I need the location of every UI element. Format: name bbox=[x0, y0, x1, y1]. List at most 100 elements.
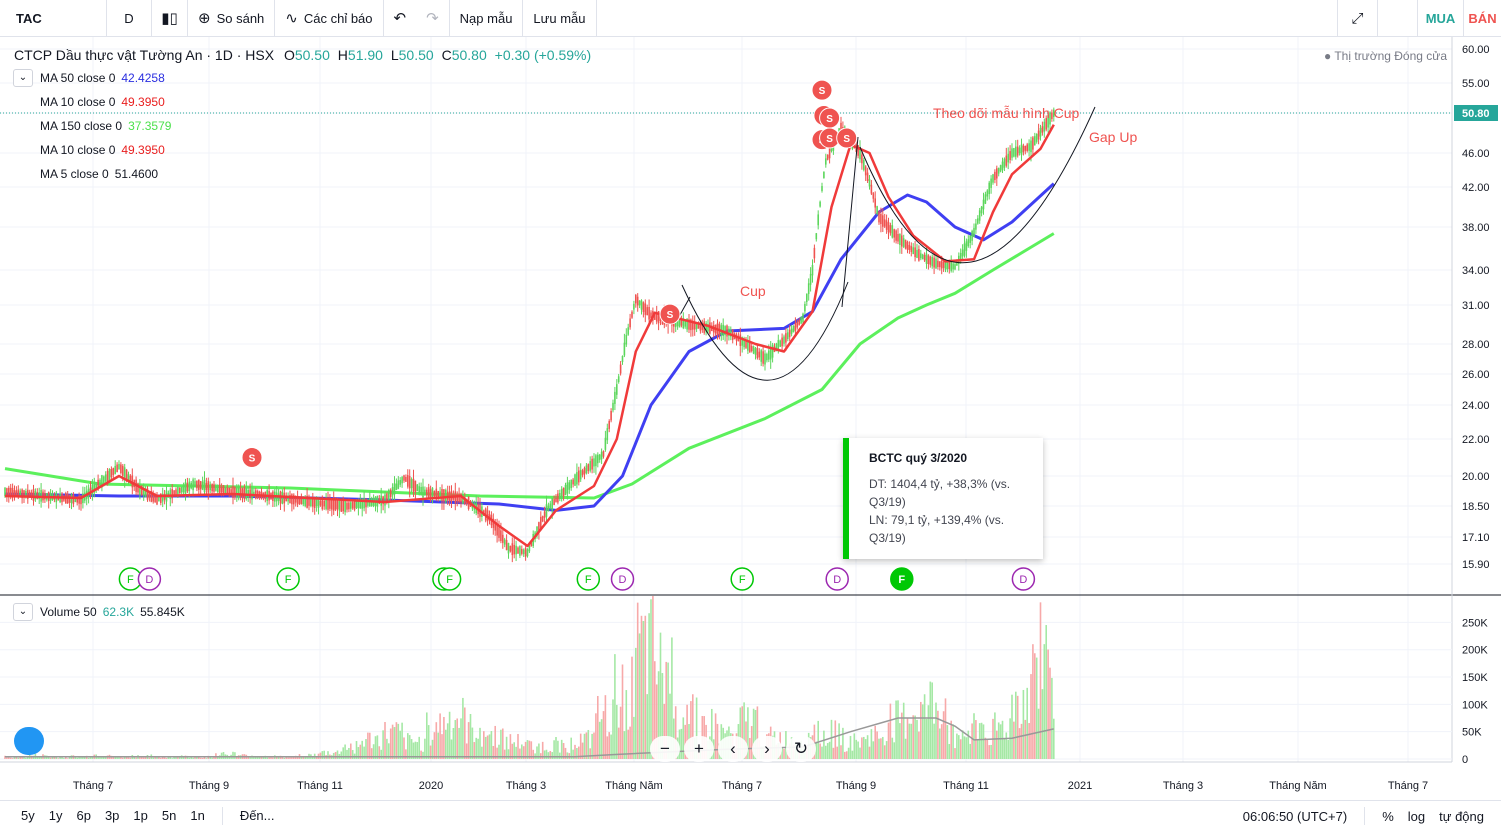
candle-body bbox=[790, 328, 793, 334]
goto-date-button[interactable]: Đến... bbox=[239, 808, 275, 823]
time-tick-label: Tháng 7 bbox=[1388, 780, 1428, 792]
indicator-legend-row[interactable]: MA 5 close 0 51.4600 bbox=[13, 164, 158, 184]
range-button[interactable]: 1y bbox=[48, 808, 63, 823]
candle-body bbox=[146, 488, 149, 500]
candle-body bbox=[560, 488, 563, 500]
volume-bar bbox=[141, 756, 143, 759]
volume-bar bbox=[450, 739, 453, 759]
indicator-legend-row[interactable]: MA 10 close 0 49.3950 bbox=[13, 140, 165, 160]
zoom-out-button[interactable]: − bbox=[650, 736, 680, 762]
sell-button[interactable]: BÁN bbox=[1463, 0, 1501, 37]
candle-body bbox=[224, 486, 227, 494]
volume-bar bbox=[112, 757, 115, 759]
candle-body bbox=[904, 239, 907, 249]
fullscreen-button[interactable]: ⤢ bbox=[1337, 0, 1377, 37]
candle-body bbox=[388, 489, 390, 502]
volume-legend: Volume 50 62.3K 55.845K bbox=[13, 602, 185, 622]
volume-tick-label: 100K bbox=[1462, 699, 1488, 711]
candle-body bbox=[999, 165, 1002, 172]
volume-bar bbox=[526, 740, 529, 759]
snapshot-button[interactable] bbox=[1377, 0, 1417, 37]
volume-bar bbox=[431, 739, 434, 759]
volume-bar bbox=[997, 722, 1000, 759]
candle-body bbox=[241, 489, 244, 497]
redo-button[interactable]: ↷ bbox=[416, 0, 450, 37]
candle-body bbox=[1039, 127, 1042, 137]
volume-bar bbox=[55, 757, 58, 759]
candle-body bbox=[101, 475, 103, 488]
volume-bar bbox=[76, 757, 78, 759]
undo-button[interactable]: ↶ bbox=[384, 0, 417, 37]
volume-bar bbox=[17, 757, 20, 759]
volume-bar bbox=[743, 702, 745, 759]
indicator-legend-row[interactable]: MA 10 close 0 49.3950 bbox=[13, 92, 165, 112]
candle-body bbox=[99, 479, 101, 487]
volume-bar bbox=[682, 717, 685, 759]
candle-body bbox=[918, 249, 920, 261]
annotation-cup-watch[interactable]: Theo dõi mẫu hình Cup bbox=[933, 105, 1080, 121]
candle-body bbox=[559, 493, 561, 499]
volume-bar bbox=[492, 745, 495, 759]
range-button[interactable]: 6p bbox=[76, 808, 91, 823]
chart-canvas[interactable]: SSSSSSSSFDFFFFDFDFD 60.0055.0050.8046.00… bbox=[0, 37, 1501, 800]
percent-scale-button[interactable]: % bbox=[1382, 808, 1394, 824]
candle-body bbox=[785, 333, 787, 343]
candle-body bbox=[1049, 112, 1051, 125]
load-template-button[interactable]: Nạp mẫu bbox=[450, 0, 524, 37]
range-button[interactable]: 3p bbox=[104, 808, 120, 823]
log-scale-button[interactable]: log bbox=[1407, 808, 1426, 824]
candle-body bbox=[23, 490, 25, 498]
symbol-title: CTCP Dầu thực vật Tường An · 1D · HSX bbox=[14, 47, 275, 63]
candle-body bbox=[346, 502, 348, 510]
volume-bar bbox=[579, 733, 582, 759]
buy-button[interactable]: MUA bbox=[1417, 0, 1463, 37]
volume-tick-label: 250K bbox=[1462, 617, 1488, 629]
volume-bar bbox=[199, 757, 202, 759]
annotation-gap-up[interactable]: Gap Up bbox=[1089, 129, 1138, 145]
candle-body bbox=[956, 261, 958, 266]
volume-bar bbox=[1015, 691, 1017, 759]
collapse-volume-button[interactable]: ⌄ bbox=[13, 603, 33, 621]
auto-scale-button[interactable]: tự động bbox=[1439, 808, 1484, 824]
scroll-left-button[interactable]: ‹ bbox=[718, 736, 748, 762]
volume-bar bbox=[923, 694, 926, 759]
compare-button[interactable]: ⊕ So sánh bbox=[188, 0, 276, 37]
bottom-toolbar: 5y 1y 6p 3p 1p 5n 1n Đến... 06:06:50 (UTC+7) %… bbox=[0, 800, 1501, 830]
chart-style-button[interactable]: ▮▯ bbox=[152, 0, 188, 37]
indicator-legend-row[interactable]: MA 50 close 0 42.4258 bbox=[13, 68, 165, 88]
annotation-cup[interactable]: Cup bbox=[740, 283, 766, 299]
volume-bar bbox=[568, 753, 571, 759]
range-button[interactable]: 5n bbox=[161, 808, 177, 823]
candle-body bbox=[298, 497, 301, 504]
range-button[interactable]: 1n bbox=[190, 808, 205, 823]
candle-body bbox=[806, 294, 808, 302]
candle-body bbox=[541, 516, 544, 522]
save-template-button[interactable]: Lưu mẫu bbox=[523, 0, 597, 37]
interval-button[interactable]: D bbox=[107, 0, 152, 37]
candle-body bbox=[745, 340, 747, 348]
collapse-legend-button[interactable]: ⌄ bbox=[13, 69, 33, 87]
indicator-legend-row[interactable]: MA 150 close 0 37.3579 bbox=[13, 116, 171, 136]
scroll-right-button[interactable]: › bbox=[752, 736, 782, 762]
volume-bar bbox=[165, 758, 168, 759]
volume-bar bbox=[538, 743, 540, 759]
candle-body bbox=[549, 503, 552, 509]
range-button[interactable]: 1p bbox=[133, 808, 148, 823]
volume-bar bbox=[182, 757, 185, 759]
volume-bar bbox=[395, 722, 398, 759]
candle-body bbox=[351, 502, 354, 509]
candle-body bbox=[30, 492, 33, 498]
indicators-button[interactable]: ∿ Các chỉ báo bbox=[275, 0, 384, 37]
zoom-in-button[interactable]: + bbox=[684, 736, 714, 762]
symbol-search[interactable]: TAC bbox=[0, 0, 107, 37]
volume-bar bbox=[939, 728, 941, 759]
volume-bar bbox=[838, 723, 840, 759]
candle-body bbox=[171, 489, 173, 499]
candle-body bbox=[545, 504, 548, 517]
candle-body bbox=[642, 302, 645, 312]
candle-body bbox=[331, 499, 333, 510]
sell-marker-label: S bbox=[667, 310, 674, 321]
reset-button[interactable]: ↻ bbox=[786, 736, 816, 762]
chart-logo-button[interactable] bbox=[14, 727, 44, 755]
range-button[interactable]: 5y bbox=[21, 808, 35, 823]
